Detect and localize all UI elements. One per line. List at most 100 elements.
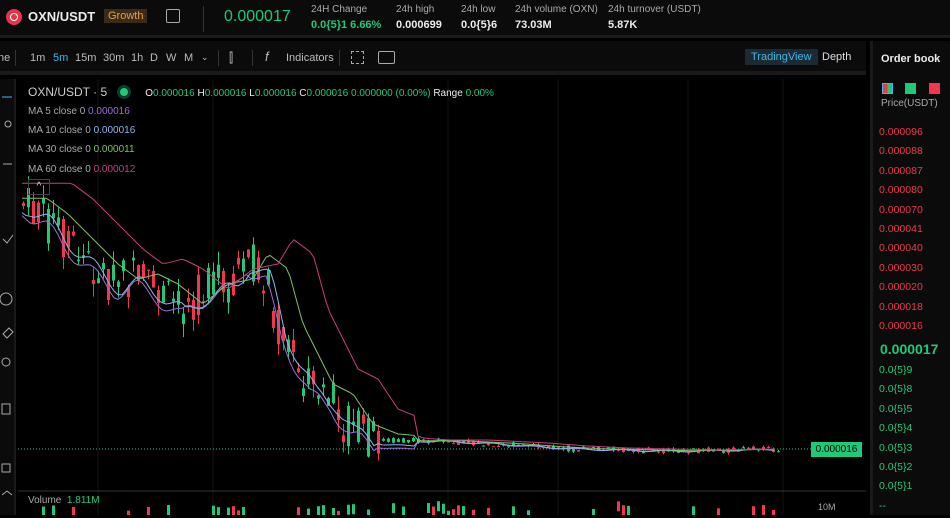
bid-row[interactable]: 0.0{5}3	[879, 441, 913, 454]
ask-row[interactable]: 0.000080	[879, 184, 923, 197]
volume-bar	[217, 507, 220, 515]
candle-body	[97, 278, 100, 284]
ask-row[interactable]: 0.000096	[879, 126, 923, 138]
time-label[interactable]: ne	[0, 52, 11, 64]
ask-row[interactable]: 0.000087	[879, 164, 923, 177]
ask-row[interactable]: 0.000020	[879, 281, 923, 294]
candle-body	[37, 202, 40, 223]
volume-bar	[402, 506, 405, 515]
bid-row[interactable]: 0.0{5}8	[879, 383, 913, 396]
ask-row[interactable]: 0.000088	[879, 145, 923, 158]
stat-label: 24h high	[396, 4, 435, 15]
candle-body	[142, 263, 145, 278]
interval-w[interactable]: W	[166, 52, 177, 64]
volume-legend: Volume 1.811M	[28, 495, 100, 506]
candle-body	[92, 279, 95, 285]
favorite-icon[interactable]	[166, 9, 180, 23]
candle-body	[692, 448, 695, 450]
ask-row[interactable]: 0.000070	[879, 203, 923, 216]
candle-body	[27, 188, 30, 208]
candle-body	[397, 439, 400, 443]
candle-body	[262, 290, 265, 294]
candle-body	[407, 439, 410, 443]
candle-body	[242, 258, 245, 272]
candle-body	[642, 451, 645, 454]
orderbook-mid-price: 0.000017	[880, 341, 939, 357]
interval-30m[interactable]: 30m	[103, 52, 125, 64]
volume-bar	[337, 510, 340, 515]
volume-bar	[527, 510, 530, 515]
candle-body	[227, 288, 230, 303]
candle-body	[42, 198, 45, 204]
candle-body	[212, 271, 215, 295]
bid-row[interactable]: 0.0{5}2	[879, 461, 913, 473]
volume-bar	[462, 506, 465, 515]
fullscreen-icon[interactable]	[351, 51, 364, 64]
chevron-down-icon[interactable]: ⌄	[201, 52, 209, 62]
bid-row[interactable]: 0.0{5}4	[879, 422, 913, 435]
ask-row[interactable]: 0.000040	[879, 242, 923, 255]
depth-tab[interactable]: Depth	[822, 51, 852, 63]
candle-body	[192, 299, 195, 320]
tradingview-tab[interactable]: TradingView	[745, 49, 818, 65]
book-bids-icon[interactable]	[905, 83, 916, 94]
volume-axis-label: 10M	[818, 502, 836, 512]
last-price: 0.000017	[224, 8, 291, 25]
bid-row[interactable]: 0.0{5}5	[879, 402, 913, 415]
ask-row[interactable]: 0.000016	[879, 320, 923, 332]
book-both-icon[interactable]	[882, 83, 893, 94]
candle-body	[282, 326, 285, 341]
interval-15m[interactable]: 15m	[75, 52, 97, 64]
stat-label: 24H Change	[311, 4, 368, 15]
ask-row[interactable]: 0.000030	[879, 261, 923, 274]
divider	[252, 50, 253, 66]
candle-body	[312, 370, 315, 385]
bid-row[interactable]: --	[879, 499, 886, 512]
interval-5m[interactable]: 5m	[53, 52, 69, 64]
fx-icon[interactable]: f	[265, 49, 269, 64]
volume-bar	[447, 510, 450, 515]
collapse-legend-button[interactable]: ^	[28, 179, 50, 195]
candle-body	[72, 231, 75, 236]
pair-name[interactable]: OXN/USDT	[28, 9, 96, 24]
volume-bar	[627, 505, 630, 515]
interval-d[interactable]: D	[150, 52, 158, 64]
ask-row[interactable]: 0.000018	[879, 300, 923, 313]
ma-line-3	[22, 182, 775, 451]
candle-body	[77, 259, 80, 262]
book-asks-icon[interactable]	[929, 83, 940, 94]
bid-row[interactable]: 0.0{5}9	[879, 364, 913, 376]
interval-1h[interactable]: 1h	[131, 52, 144, 64]
candle-body	[762, 446, 765, 451]
candlestick-canvas[interactable]	[18, 79, 866, 515]
candle-body	[22, 202, 25, 206]
ask-row[interactable]: 0.000041	[879, 223, 923, 235]
interval-m[interactable]: M	[184, 52, 194, 64]
candle-body	[607, 447, 610, 449]
volume-bar	[437, 501, 440, 512]
camera-icon[interactable]	[378, 51, 395, 64]
candle-body	[32, 201, 35, 224]
volume-bar	[717, 508, 720, 515]
oxn-logo-icon	[6, 9, 22, 25]
indicators-button[interactable]: Indicators	[286, 52, 334, 64]
candle-body	[342, 435, 345, 443]
candle-body	[387, 438, 390, 442]
volume-bar	[42, 506, 45, 515]
interval-1m[interactable]: 1m	[30, 52, 46, 64]
candle-body	[372, 421, 375, 431]
candle-body	[252, 244, 255, 282]
stat-value: 0.000699	[396, 19, 442, 31]
candle-body	[257, 257, 260, 280]
candlestick-icon[interactable]: ⫿	[229, 50, 234, 65]
drawing-tools-icons[interactable]	[0, 79, 16, 515]
candle-body	[412, 438, 415, 442]
bid-row[interactable]: 0.0{5}1	[879, 480, 913, 493]
price-chart[interactable]: OXN/USDT · 5 O0.000016 H0.000016 L0.0000…	[18, 79, 866, 515]
candle-body	[557, 447, 560, 449]
candle-body	[197, 274, 200, 316]
candle-body	[292, 340, 295, 353]
ohlc-readout: O0.000016 H0.000016 L0.000016 C0.000016 …	[145, 88, 494, 99]
order-book: Order book Price(USDT) 0.000096 0.000088 0…	[870, 41, 950, 515]
current-price-tag: 0.000016	[811, 442, 862, 457]
